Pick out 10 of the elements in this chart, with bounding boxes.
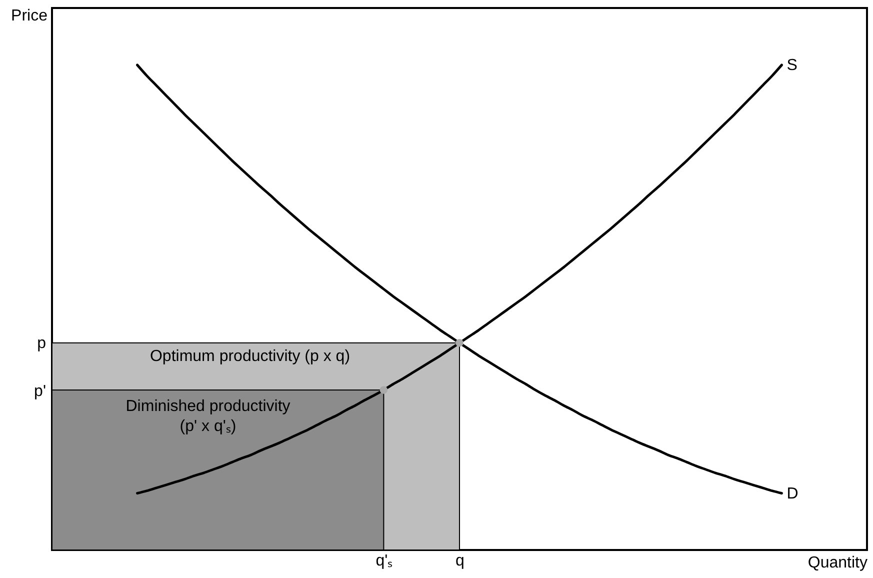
x-axis-title: Quantity (808, 554, 868, 572)
annotation: Diminished productivity (p' x q'ₛ) (126, 398, 290, 435)
series-label: S (786, 57, 798, 74)
text: p (37, 335, 46, 352)
annotation: Optimum productivity (p x q) (150, 348, 350, 365)
y-axis-title: Price (11, 8, 48, 24)
x-tick-label: q'ₛ (376, 552, 393, 570)
text: p' (34, 383, 46, 400)
series-label: D (786, 485, 798, 502)
x-tick-label: q (456, 552, 464, 570)
